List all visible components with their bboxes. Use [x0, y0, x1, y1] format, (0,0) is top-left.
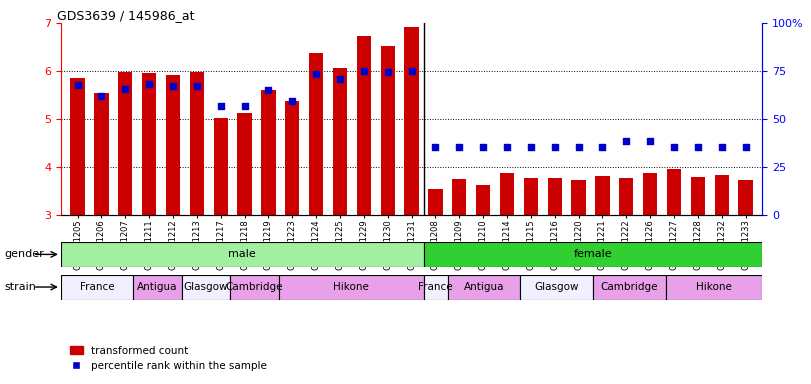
- Bar: [667, 169, 681, 215]
- Bar: [666, 275, 762, 300]
- Bar: [261, 90, 276, 215]
- Point: [477, 144, 490, 150]
- Text: strain: strain: [4, 282, 36, 292]
- Text: male: male: [229, 249, 256, 260]
- Bar: [714, 175, 729, 215]
- Bar: [71, 78, 84, 215]
- Bar: [547, 178, 562, 215]
- Bar: [691, 177, 705, 215]
- Point: [262, 87, 275, 93]
- Text: GDS3639 / 145986_at: GDS3639 / 145986_at: [58, 9, 195, 22]
- Point: [692, 144, 705, 150]
- Legend: transformed count, percentile rank within the sample: transformed count, percentile rank withi…: [66, 341, 271, 375]
- Bar: [524, 178, 538, 215]
- Point: [500, 144, 513, 150]
- Bar: [739, 180, 753, 215]
- Bar: [238, 113, 251, 215]
- Point: [118, 86, 131, 92]
- Point: [95, 93, 108, 99]
- Point: [214, 103, 227, 109]
- Bar: [357, 36, 371, 215]
- Text: Cambridge: Cambridge: [225, 282, 283, 292]
- Point: [548, 144, 561, 150]
- Bar: [190, 73, 204, 215]
- Bar: [423, 242, 762, 267]
- Point: [358, 68, 371, 74]
- Bar: [500, 173, 514, 215]
- Text: France: France: [79, 282, 114, 292]
- Bar: [285, 101, 299, 215]
- Bar: [94, 93, 109, 215]
- Point: [453, 144, 466, 150]
- Bar: [521, 275, 593, 300]
- Text: France: France: [418, 282, 453, 292]
- Point: [238, 103, 251, 109]
- Bar: [453, 179, 466, 215]
- Point: [166, 83, 179, 89]
- Point: [620, 137, 633, 144]
- Bar: [405, 27, 418, 215]
- Bar: [643, 173, 658, 215]
- Bar: [133, 275, 182, 300]
- Bar: [423, 275, 448, 300]
- Point: [572, 144, 585, 150]
- Bar: [333, 68, 347, 215]
- Point: [333, 76, 346, 82]
- Bar: [476, 185, 491, 215]
- Bar: [380, 46, 395, 215]
- Bar: [182, 275, 230, 300]
- Bar: [448, 275, 521, 300]
- Text: Antigua: Antigua: [464, 282, 504, 292]
- Text: Glasgow: Glasgow: [184, 282, 228, 292]
- Point: [715, 144, 728, 150]
- Text: Hikone: Hikone: [696, 282, 732, 292]
- Point: [405, 68, 418, 74]
- Bar: [165, 75, 180, 215]
- Bar: [309, 53, 324, 215]
- Point: [143, 81, 156, 87]
- Point: [429, 144, 442, 150]
- Bar: [428, 189, 443, 215]
- Bar: [230, 275, 278, 300]
- Bar: [61, 275, 133, 300]
- Point: [667, 144, 680, 150]
- Text: female: female: [573, 249, 612, 260]
- Point: [285, 98, 298, 104]
- Bar: [213, 118, 228, 215]
- Text: Hikone: Hikone: [333, 282, 369, 292]
- Bar: [593, 275, 666, 300]
- Point: [596, 144, 609, 150]
- Point: [71, 83, 84, 89]
- Text: Cambridge: Cambridge: [600, 282, 658, 292]
- Bar: [278, 275, 423, 300]
- Point: [191, 83, 204, 89]
- Text: gender: gender: [4, 249, 44, 259]
- Bar: [61, 242, 423, 267]
- Point: [310, 71, 323, 78]
- Bar: [142, 73, 157, 215]
- Point: [525, 144, 538, 150]
- Point: [644, 137, 657, 144]
- Text: Glasgow: Glasgow: [534, 282, 579, 292]
- Bar: [619, 178, 633, 215]
- Text: Antigua: Antigua: [137, 282, 178, 292]
- Bar: [595, 176, 610, 215]
- Point: [739, 144, 752, 150]
- Point: [381, 70, 394, 76]
- Bar: [118, 73, 132, 215]
- Bar: [572, 180, 586, 215]
